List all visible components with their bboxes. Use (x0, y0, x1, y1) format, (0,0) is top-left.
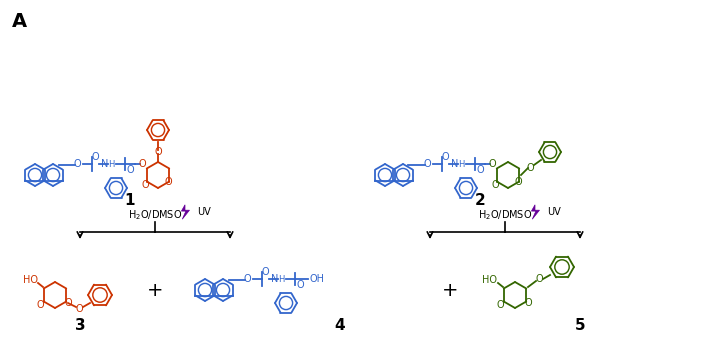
Text: O: O (423, 159, 431, 169)
Text: O: O (138, 159, 146, 169)
Text: O: O (524, 298, 532, 308)
Text: O: O (91, 152, 99, 162)
Text: O: O (296, 280, 304, 290)
Text: H$_2$O/DMSO: H$_2$O/DMSO (128, 208, 182, 222)
Text: O: O (261, 267, 269, 277)
Text: 3: 3 (75, 318, 85, 333)
Text: O: O (526, 163, 534, 173)
Text: O: O (126, 165, 134, 175)
Text: O: O (73, 159, 81, 169)
Text: 4: 4 (335, 318, 346, 333)
Text: O: O (535, 274, 543, 284)
Text: O: O (496, 300, 504, 310)
Text: +: + (442, 280, 458, 300)
Text: UV: UV (547, 207, 561, 217)
Text: 1: 1 (125, 193, 135, 207)
Text: O: O (476, 165, 484, 175)
Text: H: H (108, 159, 114, 168)
Text: H$_2$O/DMSO: H$_2$O/DMSO (478, 208, 532, 222)
Polygon shape (181, 205, 189, 219)
Text: H: H (458, 159, 464, 168)
Text: 5: 5 (575, 318, 585, 333)
Text: H: H (278, 275, 284, 284)
Text: OH: OH (310, 274, 325, 284)
Text: O: O (164, 177, 172, 187)
Text: UV: UV (197, 207, 211, 217)
Text: O: O (141, 180, 149, 190)
Text: O: O (441, 152, 449, 162)
Text: HO: HO (22, 275, 37, 285)
Text: O: O (491, 180, 499, 190)
Text: 2: 2 (474, 193, 485, 207)
Text: O: O (75, 304, 83, 314)
Text: HO: HO (482, 275, 498, 285)
Text: O: O (243, 274, 251, 284)
Text: O: O (64, 298, 72, 308)
Text: N: N (451, 159, 459, 169)
Text: +: + (147, 280, 163, 300)
Text: N: N (102, 159, 109, 169)
Text: O: O (36, 300, 44, 310)
Text: O: O (154, 147, 162, 157)
Text: O: O (488, 159, 496, 169)
Text: N: N (271, 274, 279, 284)
Text: O: O (514, 177, 522, 187)
Polygon shape (531, 205, 539, 219)
Text: A: A (12, 12, 27, 31)
